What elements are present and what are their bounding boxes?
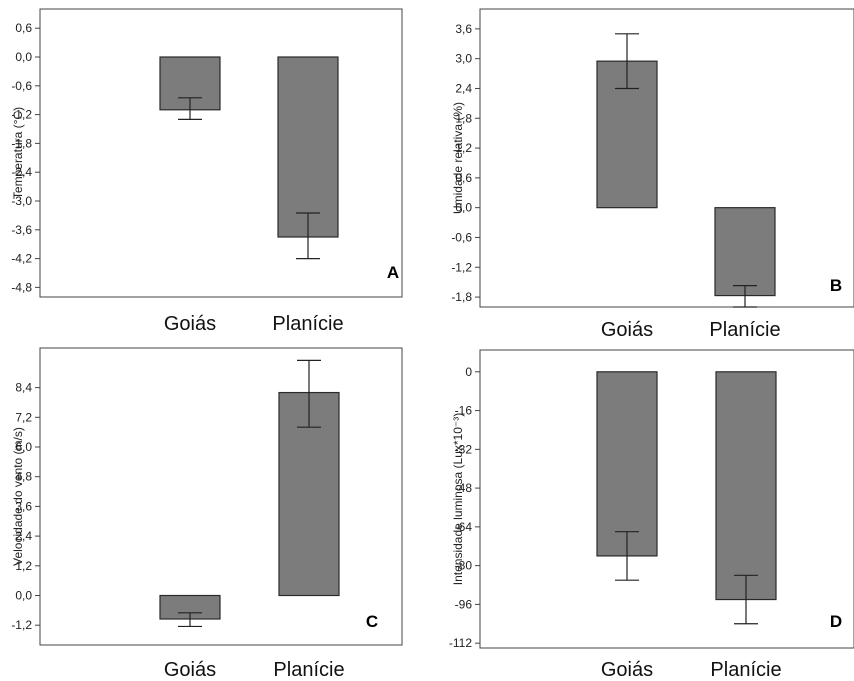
y-tick-label: -3,0 bbox=[11, 194, 32, 208]
panel-letter: D bbox=[830, 612, 842, 631]
y-tick-label: 0,0 bbox=[455, 201, 472, 215]
panel-c: 8,4 7,2 6,0 4,8 3,6 2,4 1,2 0,0 -1,2 Velocidade d… bbox=[11, 347, 403, 681]
y-tick-label: 1,2 bbox=[15, 559, 32, 573]
y-tick-label: -1,8 bbox=[451, 290, 472, 304]
y-tick-label: -1,2 bbox=[11, 108, 32, 122]
category-label: Goiás bbox=[164, 659, 216, 681]
y-tick-label: 0,0 bbox=[15, 50, 32, 64]
y-axis-label: Intensidade luminosa (Lux*10⁻³) bbox=[451, 413, 465, 585]
panel-a: 0,6 0,0 -0,6 -1,2 -1,8 -2,4 -3,0 -3,6 -4,2 -4,8 Te… bbox=[11, 8, 403, 335]
bar-planicie bbox=[715, 371, 777, 601]
y-tick-label: -1,2 bbox=[11, 618, 32, 632]
y-tick-label: 2,4 bbox=[455, 81, 472, 95]
y-tick-label: -0,6 bbox=[451, 230, 472, 244]
y-tick-label: -1,8 bbox=[11, 136, 32, 150]
bar-planicie bbox=[714, 207, 776, 297]
y-tick-label: 1,2 bbox=[455, 141, 472, 155]
y-tick-label: 2,4 bbox=[15, 529, 32, 543]
y-tick-label: -0,6 bbox=[11, 79, 32, 93]
y-tick-label: -112 bbox=[449, 636, 472, 650]
y-tick-label: 3,6 bbox=[455, 22, 472, 36]
panel-letter: B bbox=[830, 276, 842, 295]
bar-planicie bbox=[277, 56, 339, 238]
panel-letter: C bbox=[366, 612, 378, 631]
category-label: Goiás bbox=[601, 319, 653, 341]
y-tick-label: 0 bbox=[465, 365, 472, 379]
panel-d: 0 -16 -32 -48 -64 -80 -96 -112 Intensidade lumin… bbox=[449, 349, 854, 681]
panel-letter: A bbox=[387, 263, 399, 282]
y-axis-label: Temperatura (°C) bbox=[11, 107, 25, 199]
y-tick-label: 1,8 bbox=[455, 111, 472, 125]
panel-b: 3,6 3,0 2,4 1,8 1,2 0,6 0,0 -0,6 -1,2 -1,8 Umidade… bbox=[451, 8, 854, 341]
category-label: Planície bbox=[273, 659, 344, 681]
plot-frame bbox=[39, 347, 403, 646]
y-tick-label: -2,4 bbox=[11, 165, 32, 179]
plot-frame bbox=[39, 8, 403, 298]
y-tick-label: -32 bbox=[455, 442, 473, 456]
category-label: Planície bbox=[709, 319, 780, 341]
y-tick-label: 3,6 bbox=[15, 499, 32, 513]
plot-frame bbox=[479, 8, 854, 308]
bar-goias bbox=[596, 371, 658, 557]
y-tick-label: -4,2 bbox=[11, 252, 32, 266]
y-tick-label: -96 bbox=[455, 597, 473, 611]
y-tick-label: -80 bbox=[455, 559, 473, 573]
y-tick-label: -3,6 bbox=[11, 223, 32, 237]
category-label: Goiás bbox=[164, 313, 216, 335]
y-tick-label: -1,2 bbox=[451, 260, 472, 274]
y-axis-label: Velocidade do vento (m/s) bbox=[11, 427, 25, 566]
y-tick-label: 3,0 bbox=[455, 52, 472, 66]
y-tick-label: 0,6 bbox=[455, 171, 472, 185]
y-tick-label: 0,0 bbox=[15, 589, 32, 603]
y-tick-label: 6,0 bbox=[15, 440, 32, 454]
y-tick-label: -64 bbox=[455, 520, 473, 534]
y-tick-label: -4,8 bbox=[11, 280, 32, 294]
y-tick-label: 7,2 bbox=[15, 410, 32, 424]
category-label: Planície bbox=[710, 659, 781, 681]
category-label: Goiás bbox=[601, 659, 653, 681]
y-tick-label: 4,8 bbox=[15, 470, 32, 484]
y-tick-label: 0,6 bbox=[15, 21, 32, 35]
y-tick-label: -48 bbox=[455, 481, 473, 495]
category-label: Planície bbox=[272, 313, 343, 335]
y-tick-label: 8,4 bbox=[15, 381, 32, 395]
y-tick-label: -16 bbox=[455, 404, 473, 418]
y-axis-label: Umidade relativa (%) bbox=[451, 102, 465, 214]
plot-frame bbox=[479, 349, 854, 649]
